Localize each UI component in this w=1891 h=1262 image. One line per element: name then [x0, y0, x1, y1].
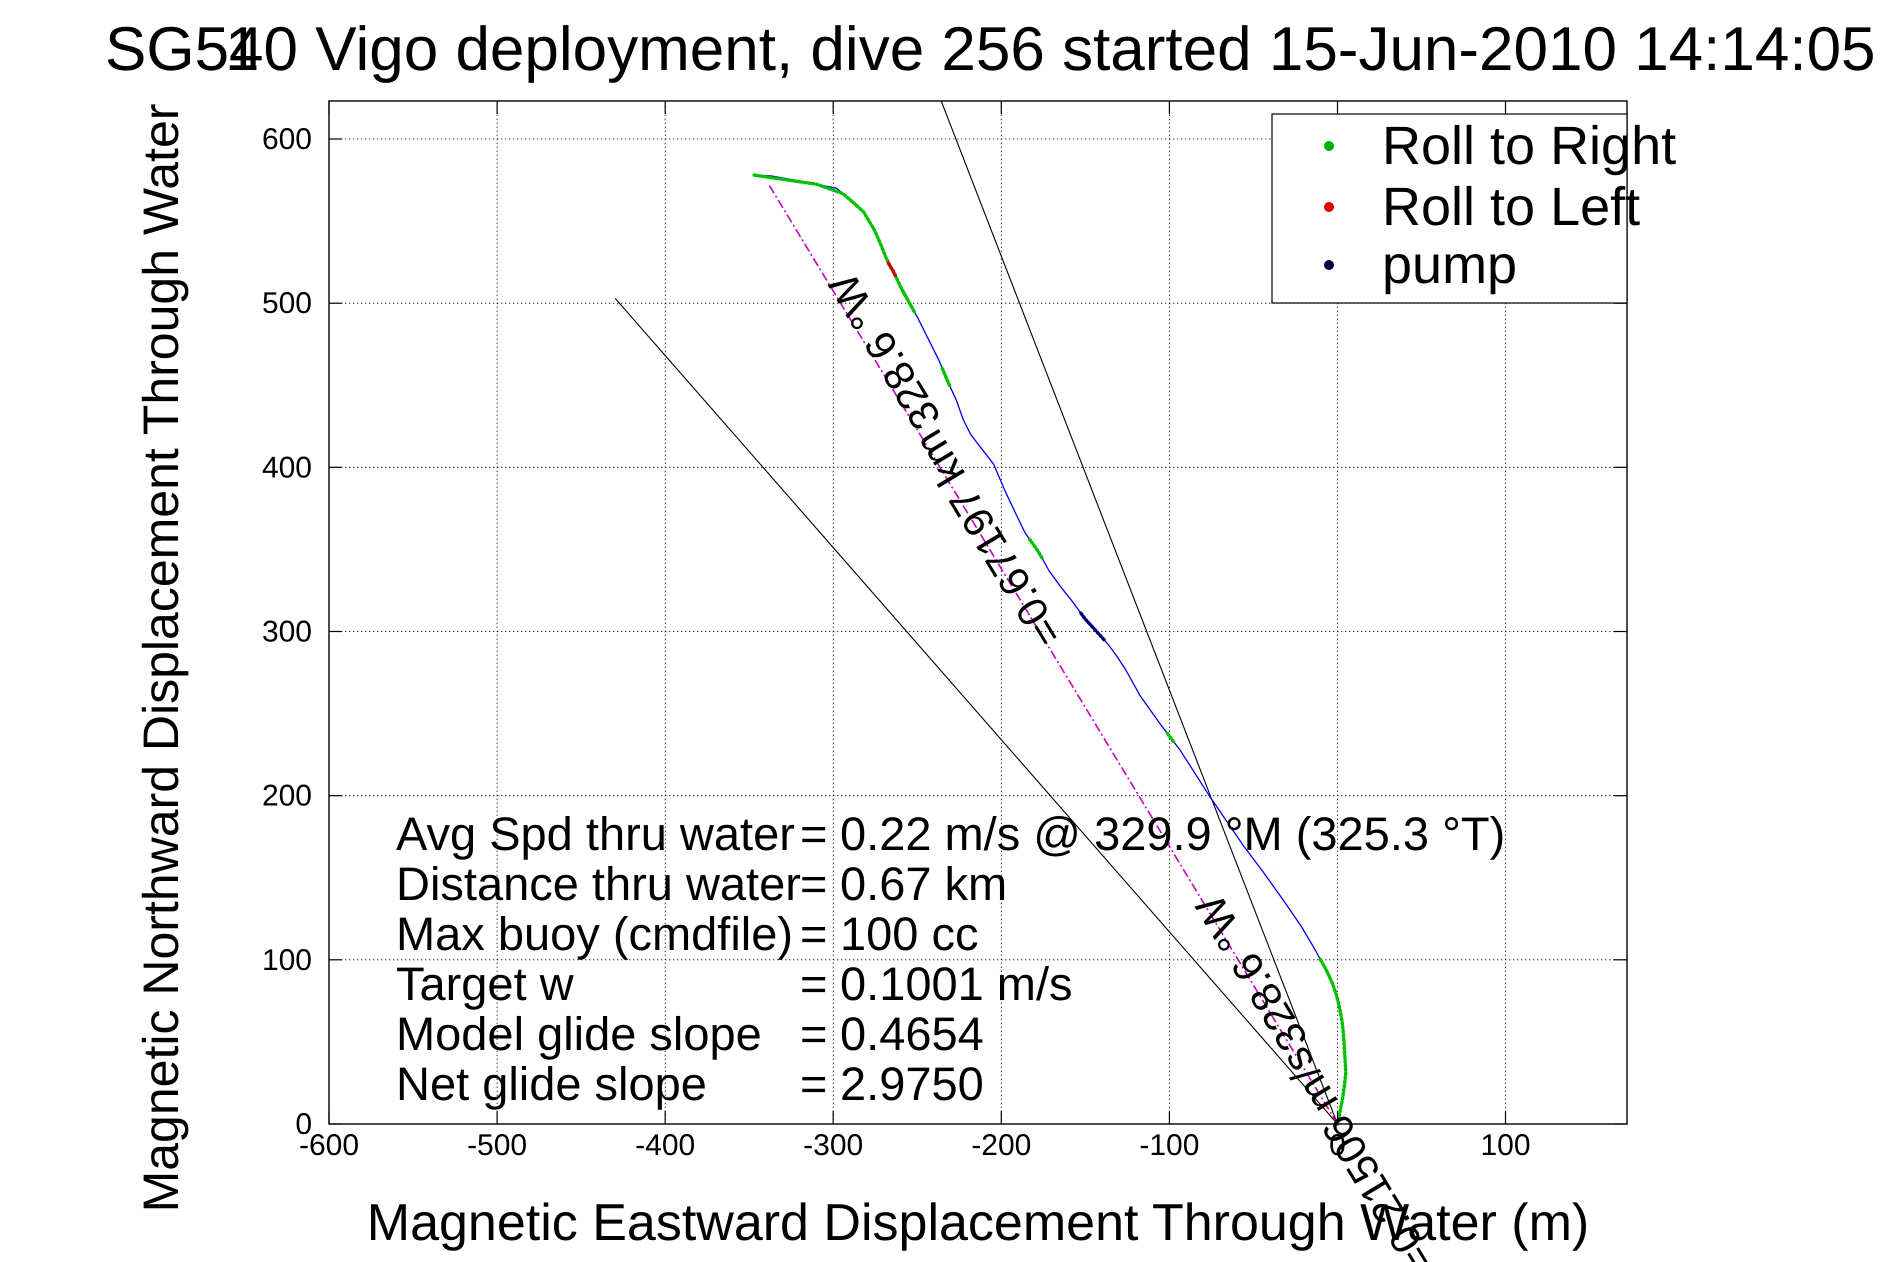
- svg-text:0.67 km: 0.67 km: [840, 857, 1007, 910]
- svg-text:0.22 m/s @ 329.9 °M (325.3 °T): 0.22 m/s @ 329.9 °M (325.3 °T): [840, 807, 1505, 860]
- svg-text:Model glide slope: Model glide slope: [396, 1007, 762, 1060]
- svg-text:1: 1: [225, 15, 259, 84]
- svg-text:=: =: [800, 1007, 827, 1060]
- svg-text:-300: -300: [803, 1129, 863, 1162]
- svg-text:300: 300: [262, 616, 312, 649]
- svg-text:Magnetic Eastward Displacement: Magnetic Eastward Displacement Through W…: [367, 1194, 1589, 1252]
- svg-text:200: 200: [262, 780, 312, 813]
- svg-text:100: 100: [1480, 1129, 1530, 1162]
- svg-text:100 cc: 100 cc: [840, 907, 978, 960]
- svg-text:-100: -100: [1139, 1129, 1199, 1162]
- svg-text:Net glide slope: Net glide slope: [396, 1057, 707, 1110]
- svg-text:500: 500: [262, 287, 312, 320]
- svg-text:-400: -400: [635, 1129, 695, 1162]
- svg-text:600: 600: [262, 123, 312, 156]
- svg-text:2.9750: 2.9750: [840, 1057, 984, 1110]
- svg-text:0.4654: 0.4654: [840, 1007, 984, 1060]
- svg-text:400: 400: [262, 451, 312, 484]
- svg-text:-200: -200: [971, 1129, 1031, 1162]
- svg-text:100: 100: [262, 944, 312, 977]
- svg-text:0.1001 m/s: 0.1001 m/s: [840, 957, 1073, 1010]
- svg-text:=: =: [800, 1057, 827, 1110]
- svg-text:Max buoy (cmdfile): Max buoy (cmdfile): [396, 907, 793, 960]
- svg-text:Distance thru water: Distance thru water: [396, 857, 801, 910]
- svg-text:Roll to Left: Roll to Left: [1382, 177, 1640, 237]
- svg-text:=: =: [800, 857, 827, 910]
- svg-text:SG540 Vigo deployment, dive 25: SG540 Vigo deployment, dive 256 started …: [105, 15, 1876, 84]
- svg-text:Target w: Target w: [396, 957, 575, 1010]
- svg-text:Avg Spd thru water: Avg Spd thru water: [396, 807, 795, 860]
- svg-text:=: =: [800, 907, 827, 960]
- svg-text:=: =: [800, 957, 827, 1010]
- svg-text:0: 0: [295, 1108, 312, 1141]
- svg-text:Magnetic Northward Displacemen: Magnetic Northward Displacement Through …: [133, 104, 189, 1213]
- svg-text:Roll to Right: Roll to Right: [1382, 116, 1676, 176]
- svg-text:pump: pump: [1382, 235, 1517, 295]
- svg-text:-500: -500: [467, 1129, 527, 1162]
- svg-text:=: =: [800, 807, 827, 860]
- svg-text:0: 0: [1329, 1129, 1346, 1162]
